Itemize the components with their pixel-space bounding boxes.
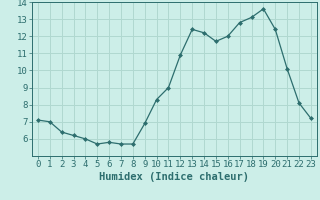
X-axis label: Humidex (Indice chaleur): Humidex (Indice chaleur) — [100, 172, 249, 182]
